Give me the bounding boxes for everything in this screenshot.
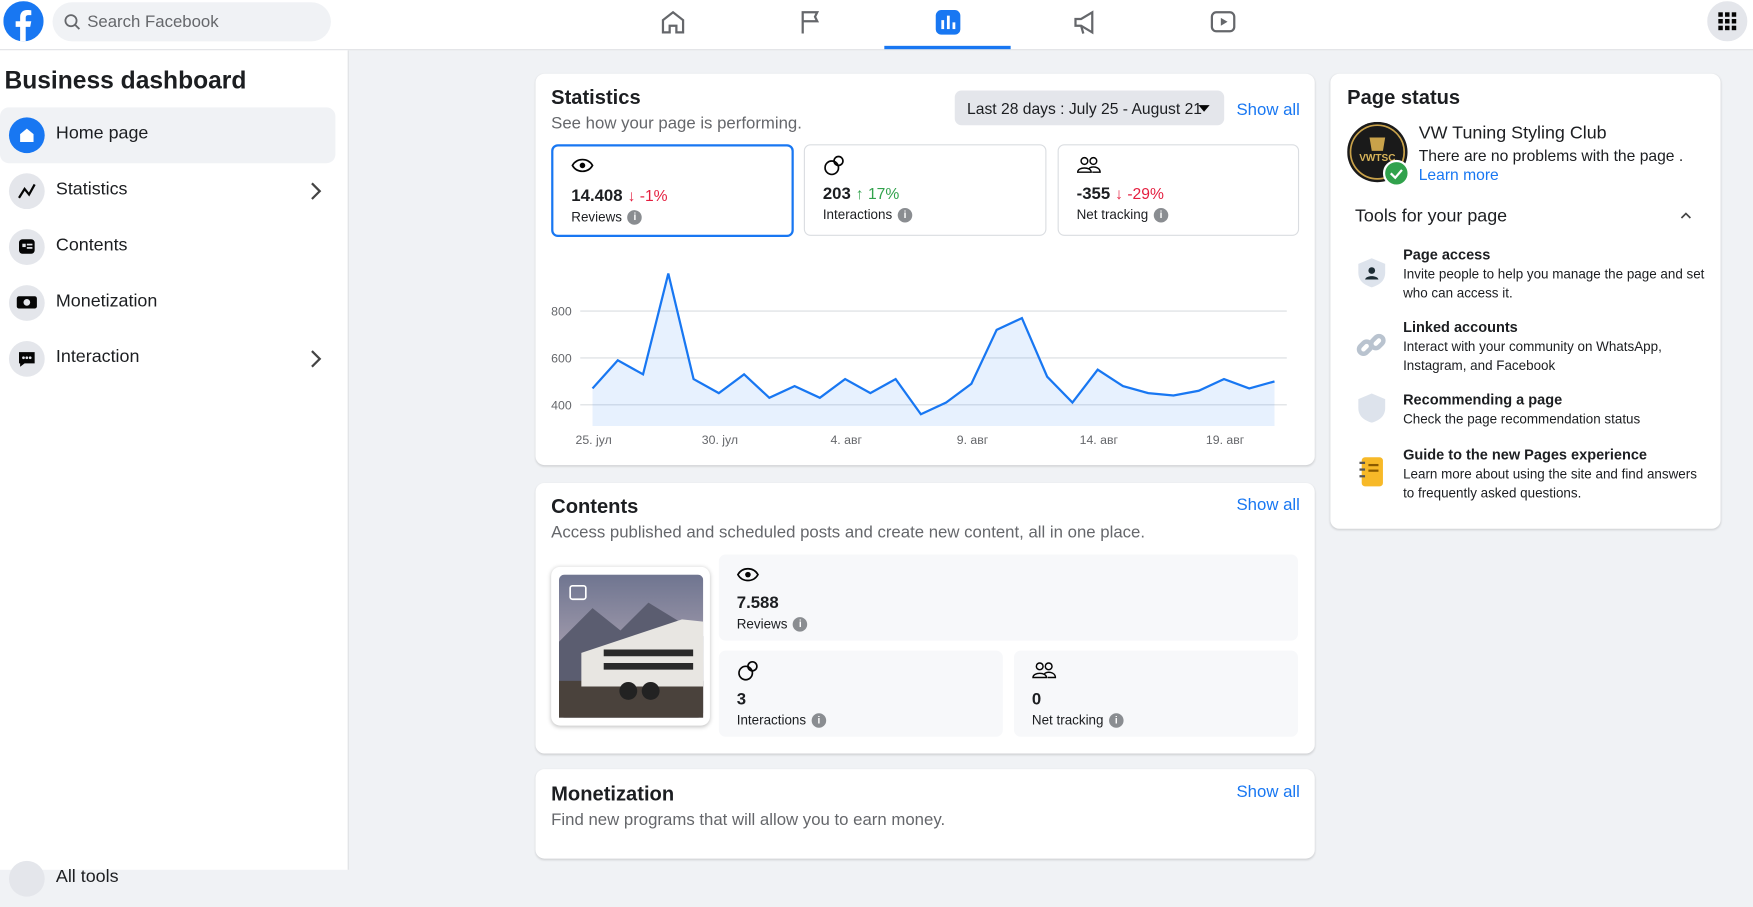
page-avatar[interactable]: VWTSC [1347,121,1412,187]
metric-value: 14.408 [571,186,623,206]
show-all-link[interactable]: Show all [1236,782,1300,802]
tool-description: Invite people to help you manage the pag… [1403,266,1705,301]
learn-more-link[interactable]: Learn more [1418,165,1499,184]
nav-label: Statistics [55,179,128,200]
y-tick-label: 800 [551,305,572,319]
nav-label: Interaction [55,347,140,367]
nav-home[interactable] [660,9,687,36]
page-name: VW Tuning Styling Club [1418,124,1607,144]
metric-label: Reviews [571,209,622,225]
y-tick-label: 600 [551,351,572,365]
metric-value: 0 [1031,689,1042,709]
search-placeholder: Search Facebook [87,12,219,32]
nav-item[interactable]: Statistics [0,163,335,219]
card-title: Monetization [551,782,675,805]
nav-active-indicator [884,45,1011,50]
x-tick-label: 25. јул [576,433,612,447]
nav-insights[interactable] [935,9,962,36]
date-range-button[interactable]: Last 28 days : July 25 - August 21 [954,90,1225,126]
tool-description: Learn more about using the site and find… [1403,466,1697,501]
menu-button[interactable] [1707,1,1748,42]
nav-ads[interactable] [1072,9,1099,36]
metric-box: 0 Net tracking i [1014,650,1298,737]
page-status-card: Page status VWTSC VW Tuning Styling Club… [1330,73,1721,529]
line-series [591,273,1275,416]
nav-label: All tools [55,867,119,887]
nav-item[interactable]: Contents [0,219,335,275]
x-tick-label: 19. авг [1206,433,1245,447]
nav-pages[interactable] [797,9,824,36]
svg-text:VWTSC: VWTSC [1359,153,1395,164]
nav-label: Home page [55,124,149,144]
show-all-link[interactable]: Show all [1236,495,1300,515]
metric-value: 7.588 [736,593,779,613]
nav-item[interactable]: Monetization [0,275,335,331]
search-box[interactable]: Search Facebook [52,2,331,42]
tools-title: Tools for your page [1354,206,1508,226]
metric-change: ↑ 17% [855,184,900,203]
nav-label: Contents [55,235,128,255]
card-subtitle: Find new programs that will allow you to… [551,810,946,830]
tool-title[interactable]: Guide to the new Pages experience [1403,446,1647,463]
sidebar: Business dashboard Home page Statistics … [0,50,349,897]
contents-card: Contents Access published and scheduled … [535,482,1315,754]
metric-value: 3 [736,689,747,709]
card-title: Statistics [551,86,641,109]
post-thumbnail[interactable] [551,566,710,726]
metric-label: Net tracking [1031,712,1104,728]
metric-box[interactable]: -355 ↓ -29% Net tracking i [1057,144,1300,236]
top-bar: Search Facebook [0,0,1753,51]
card-title: Page status [1347,86,1461,109]
x-tick-label: 30. јул [702,433,738,447]
statistics-card: Statistics See how your page is performi… [535,73,1315,466]
line-area [592,273,1275,426]
nav-item[interactable]: All tools [0,851,335,907]
monetization-card: Monetization Find new programs that will… [535,769,1315,859]
nav-item[interactable]: Home page [0,107,336,164]
tool-title[interactable]: Linked accounts [1403,318,1518,336]
tool-description: Check the page recommendation status [1403,411,1641,428]
metric-change: ↓ -1% [627,186,668,205]
metric-label: Interactions [822,206,893,223]
facebook-logo[interactable] [3,1,44,42]
nav-label: Monetization [55,291,158,311]
x-tick-label: 9. авг [957,433,989,447]
x-tick-label: 4. авг [830,433,862,447]
tool-title[interactable]: Recommending a page [1403,391,1563,409]
tool-title[interactable]: Page access [1403,245,1491,263]
card-title: Contents [551,495,639,518]
line-chart: 400 600 800 25. јул 30. јул 4. авг 9. авг 14. а… [551,273,1287,447]
sidebar-title: Business dashboard [4,65,247,94]
metric-value: -355 [1076,184,1111,204]
metric-box: 7.588 Reviews i [718,554,1298,641]
metric-box[interactable]: 203 ↑ 17% Interactions i [803,144,1047,236]
metric-label: Reviews [736,616,788,632]
page-status-text: There are no problems with the page . [1418,146,1684,165]
x-tick-label: 14. авг [1080,433,1119,447]
date-range: Last 28 days : July 25 - August 21 [967,99,1202,118]
card-subtitle: Access published and scheduled posts and… [551,523,1146,543]
card-subtitle: See how your page is performing. [551,114,802,134]
metric-box: 3 Interactions i [718,650,1003,737]
tool-description: Interact with your community on WhatsApp… [1403,338,1662,374]
nav-video[interactable] [1210,9,1237,36]
metric-change: ↓ -29% [1115,184,1164,203]
metric-value: 203 [822,184,851,204]
y-tick-label: 400 [551,398,572,412]
nav-item[interactable]: Interaction [0,331,335,387]
metric-box[interactable]: 14.408 ↓ -1% Reviews i [551,144,794,238]
collapse-icon[interactable] [1679,210,1692,221]
metric-label: Net tracking [1076,206,1149,223]
metric-label: Interactions [736,712,807,728]
show-all-link[interactable]: Show all [1236,100,1300,120]
